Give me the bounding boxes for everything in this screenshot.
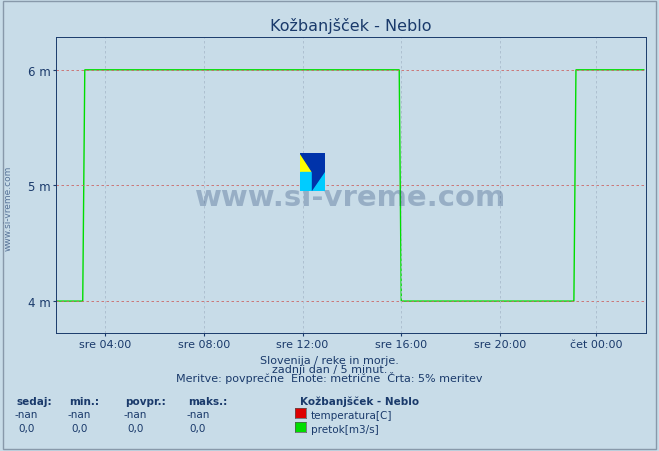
Text: maks.:: maks.: — [188, 396, 227, 405]
Text: sedaj:: sedaj: — [16, 396, 52, 405]
Text: Meritve: povprečne  Enote: metrične  Črta: 5% meritev: Meritve: povprečne Enote: metrične Črta:… — [176, 371, 483, 383]
Polygon shape — [312, 173, 325, 192]
Text: -nan: -nan — [67, 409, 91, 419]
Text: povpr.:: povpr.: — [125, 396, 166, 405]
Text: pretok[m3/s]: pretok[m3/s] — [311, 424, 379, 434]
Text: 0,0: 0,0 — [190, 423, 206, 433]
Text: 0,0: 0,0 — [18, 423, 34, 433]
Text: min.:: min.: — [69, 396, 100, 405]
Text: 0,0: 0,0 — [71, 423, 87, 433]
Bar — [300, 153, 312, 173]
Text: zadnji dan / 5 minut.: zadnji dan / 5 minut. — [272, 364, 387, 374]
Text: Kožbanjšček - Neblo: Kožbanjšček - Neblo — [300, 395, 419, 405]
Text: temperatura[C]: temperatura[C] — [311, 410, 393, 420]
Bar — [312, 153, 325, 192]
Title: Kožbanjšček - Neblo: Kožbanjšček - Neblo — [270, 18, 432, 34]
Text: www.si-vreme.com: www.si-vreme.com — [195, 184, 507, 212]
Text: -nan: -nan — [123, 409, 147, 419]
Polygon shape — [300, 153, 312, 173]
Text: -nan: -nan — [186, 409, 210, 419]
Text: Slovenija / reke in morje.: Slovenija / reke in morje. — [260, 355, 399, 365]
Bar — [300, 173, 312, 192]
Text: www.si-vreme.com: www.si-vreme.com — [3, 165, 13, 250]
Text: -nan: -nan — [14, 409, 38, 419]
Text: 0,0: 0,0 — [127, 423, 143, 433]
